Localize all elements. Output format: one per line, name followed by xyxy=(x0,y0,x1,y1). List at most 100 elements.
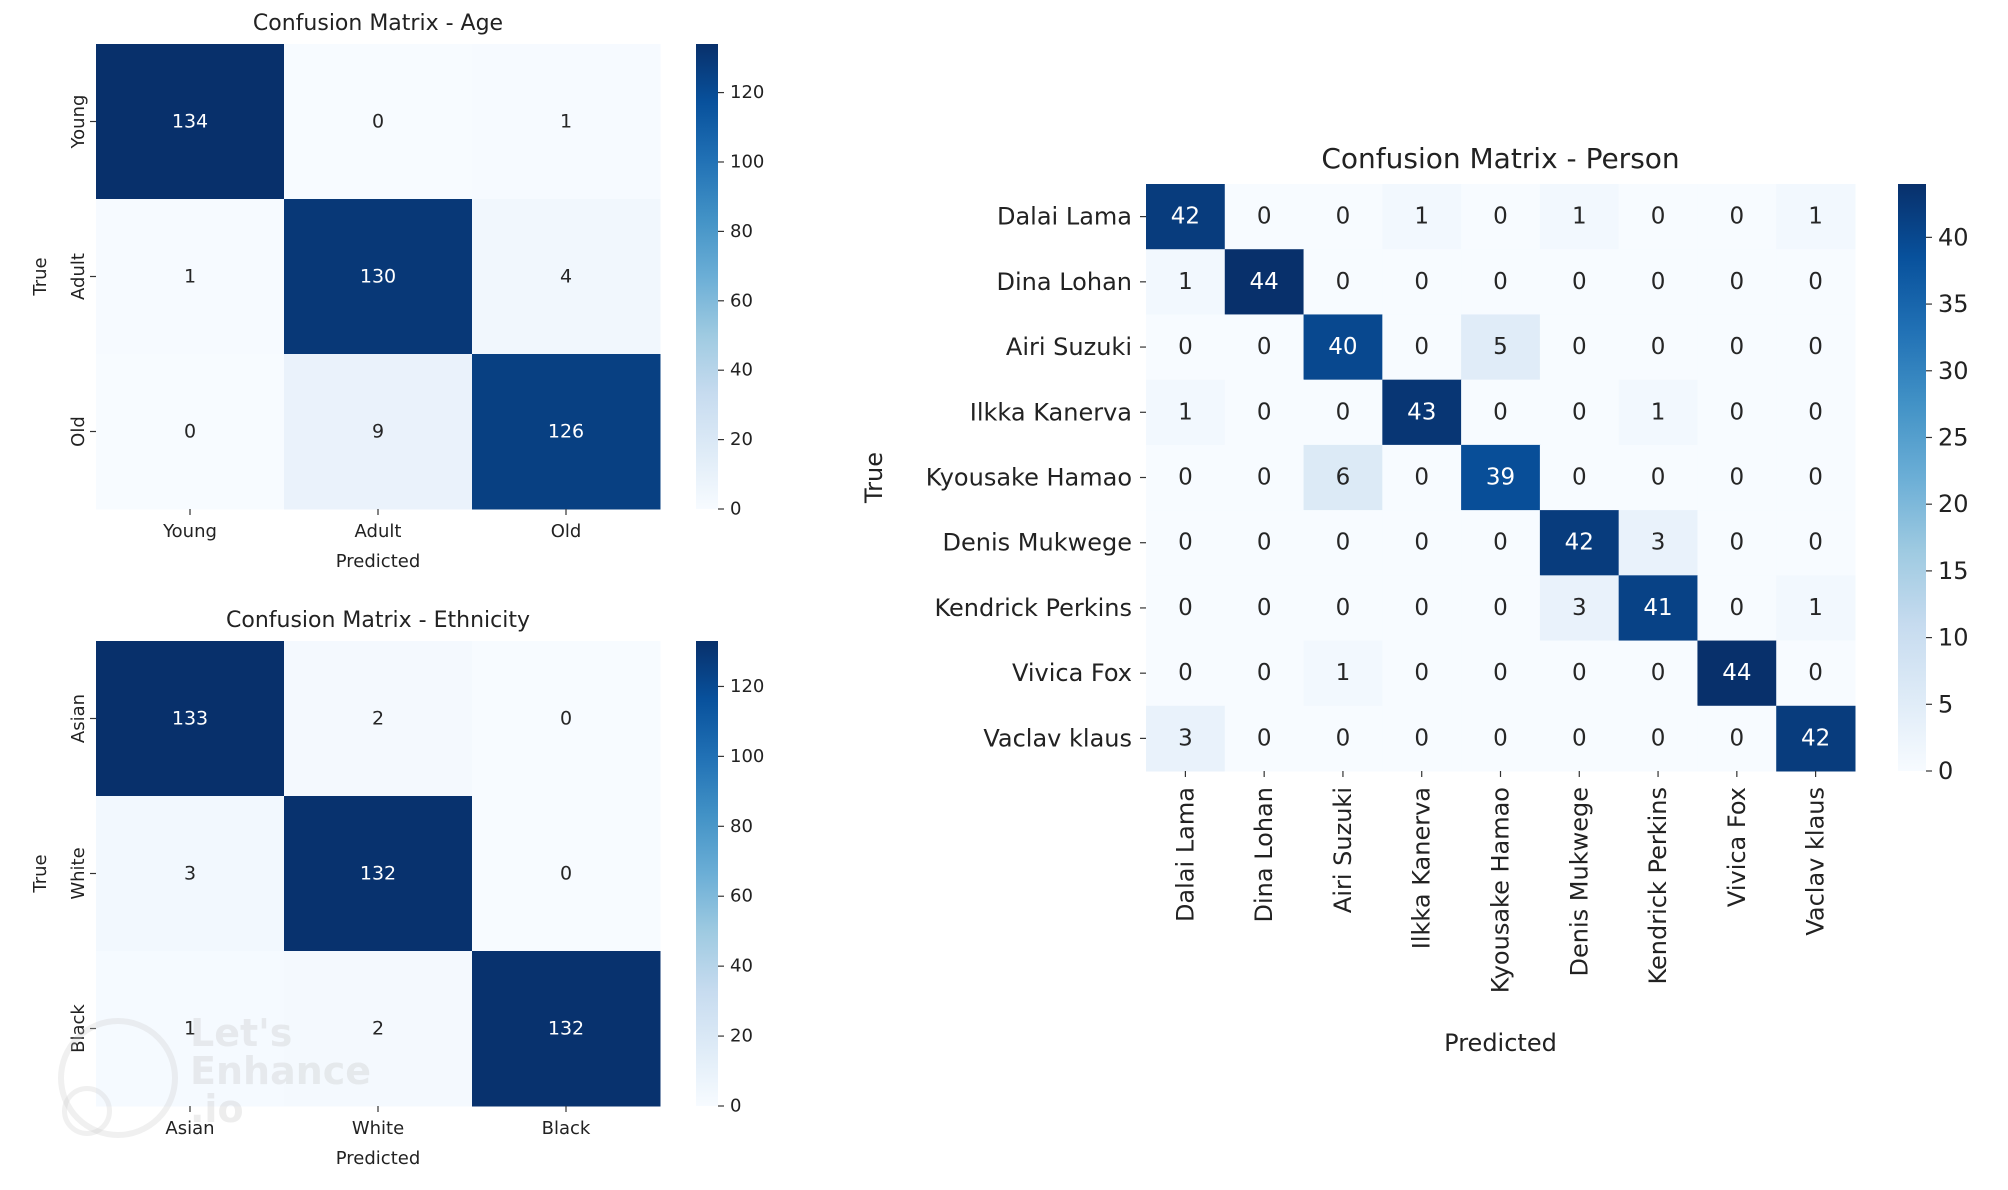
cell-value-label: 0 xyxy=(1808,269,1823,295)
cell-value-label: 0 xyxy=(1651,465,1666,491)
colorbar-tick-label: 120 xyxy=(730,676,764,697)
cell-value-label: 0 xyxy=(1178,660,1193,686)
x-axis-label: Predicted xyxy=(336,1148,421,1169)
heatmap-cell xyxy=(1303,184,1383,250)
heatmap-cell xyxy=(1303,705,1383,772)
x-axis-label: Predicted xyxy=(336,551,421,572)
colorbar xyxy=(1898,184,1926,771)
watermark: Let's Enhance .io xyxy=(58,1010,398,1140)
heatmap-cell xyxy=(1461,249,1541,315)
cell-value-label: 42 xyxy=(1801,725,1830,751)
x-tick-label: Dalai Lama xyxy=(1171,787,1199,922)
cell-value-label: 0 xyxy=(1257,399,1272,425)
x-tick-label: Denis Mukwege xyxy=(1565,787,1593,976)
cell-value-label: 0 xyxy=(1336,204,1351,230)
heatmap-cell xyxy=(1776,184,1856,250)
cell-value-label: 0 xyxy=(1414,660,1429,686)
cell-value-label: 1 xyxy=(1808,204,1823,230)
x-tick-label: Asian xyxy=(165,1118,214,1139)
heatmap-cell xyxy=(472,354,661,510)
cell-value-label: 0 xyxy=(1651,334,1666,360)
cell-value-label: 1 xyxy=(1178,269,1193,295)
heatmap-cell xyxy=(1539,705,1620,772)
y-tick-label: Dina Lohan xyxy=(997,268,1132,296)
cell-value-label: 42 xyxy=(1565,530,1594,556)
heatmap-cell xyxy=(1539,379,1620,446)
x-tick-label: Black xyxy=(542,1118,591,1139)
x-tick-label: Adult xyxy=(355,521,402,542)
heatmap-cell xyxy=(1382,575,1462,642)
cell-value-label: 0 xyxy=(1493,595,1508,621)
cell-value-label: 1 xyxy=(560,111,572,133)
y-tick-label: Vaclav klaus xyxy=(983,724,1132,752)
heatmap-cell xyxy=(96,641,285,797)
watermark-line: .io xyxy=(190,1087,244,1131)
cell-value-label: 0 xyxy=(1730,725,1745,751)
colorbar-tick-label: 40 xyxy=(730,956,753,977)
heatmap-cell xyxy=(284,641,473,797)
heatmap-cell xyxy=(1618,379,1698,446)
heatmap-cell xyxy=(1224,575,1305,642)
cell-value-label: 3 xyxy=(1178,725,1193,751)
y-tick-label: Old xyxy=(68,416,89,447)
heatmap-cell xyxy=(1776,314,1856,381)
cell-value-label: 0 xyxy=(1808,334,1823,360)
cell-value-label: 0 xyxy=(1651,660,1666,686)
heatmap-cell xyxy=(1146,249,1226,315)
heatmap-cell xyxy=(1618,575,1698,642)
cell-value-label: 0 xyxy=(1178,465,1193,491)
heatmap-cell xyxy=(1382,314,1462,381)
heatmap-cell xyxy=(1461,640,1541,707)
heatmap-cell xyxy=(1618,705,1698,772)
cell-value-label: 0 xyxy=(1257,530,1272,556)
cell-value-label: 0 xyxy=(1493,399,1508,425)
heatmap-cell xyxy=(1461,575,1541,642)
colorbar xyxy=(696,641,718,1106)
heatmap-cell xyxy=(284,44,473,200)
heatmap-cell xyxy=(1461,314,1541,381)
cell-value-label: 0 xyxy=(1257,334,1272,360)
chart-title: Confusion Matrix - Ethnicity xyxy=(226,608,530,633)
watermark-line: Enhance xyxy=(190,1049,372,1093)
heatmap-cell xyxy=(1224,184,1305,250)
cell-value-label: 0 xyxy=(1414,595,1429,621)
heatmap-cell xyxy=(1461,184,1541,250)
cell-value-label: 0 xyxy=(1572,660,1587,686)
cell-value-label: 0 xyxy=(560,708,572,730)
heatmap-cell xyxy=(1303,575,1383,642)
cell-value-label: 0 xyxy=(1572,334,1587,360)
chart-title: Confusion Matrix - Age xyxy=(253,11,503,36)
cell-value-label: 0 xyxy=(1257,660,1272,686)
y-tick-label: Asian xyxy=(68,694,89,743)
cell-value-label: 0 xyxy=(1178,595,1193,621)
cell-value-label: 44 xyxy=(1722,660,1751,686)
heatmap-cell xyxy=(1303,510,1383,576)
cell-value-label: 0 xyxy=(1572,399,1587,425)
chart-title: Confusion Matrix - Person xyxy=(1321,142,1679,175)
cell-value-label: 1 xyxy=(1414,204,1429,230)
heatmap-cell xyxy=(1303,314,1383,381)
y-axis-label: True xyxy=(30,854,51,893)
y-tick-label: White xyxy=(68,847,89,899)
colorbar-tick-label: 10 xyxy=(1938,624,1969,652)
watermark-ring-icon xyxy=(58,1018,178,1138)
heatmap-cell xyxy=(1539,184,1620,250)
cell-value-label: 9 xyxy=(372,421,384,443)
cell-value-label: 0 xyxy=(1730,465,1745,491)
cell-value-label: 0 xyxy=(1730,204,1745,230)
y-tick-label: Young xyxy=(68,95,89,150)
heatmap-cell xyxy=(1146,379,1226,446)
cell-value-label: 0 xyxy=(184,421,196,443)
heatmap-cell xyxy=(1618,314,1698,381)
cell-value-label: 0 xyxy=(1336,399,1351,425)
heatmap-cell xyxy=(1146,705,1226,772)
heatmap-cell xyxy=(1618,444,1698,511)
cell-value-label: 0 xyxy=(1651,269,1666,295)
watermark-dot-icon xyxy=(62,1086,112,1136)
heatmap-cell xyxy=(1224,444,1305,511)
cell-value-label: 42 xyxy=(1171,204,1200,230)
x-tick-label: Vivica Fox xyxy=(1723,787,1751,907)
heatmap-cell xyxy=(1618,249,1698,315)
x-tick-label: Ilkka Kanerva xyxy=(1408,787,1436,949)
colorbar-tick-label: 25 xyxy=(1938,423,1969,451)
